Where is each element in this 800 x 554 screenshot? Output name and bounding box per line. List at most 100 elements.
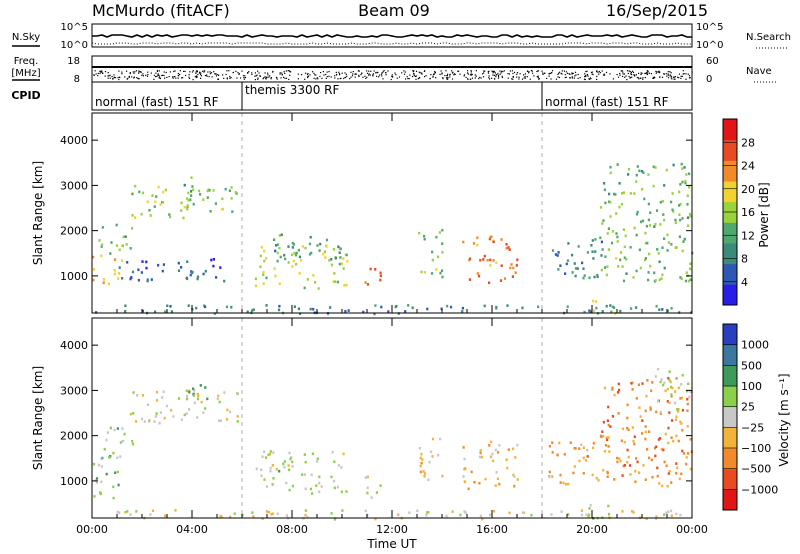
heatmap-cell	[663, 218, 666, 222]
nave-point	[235, 70, 237, 72]
heatmap-cell	[671, 386, 674, 390]
heatmap-cell	[668, 469, 671, 473]
heatmap-cell	[490, 235, 493, 238]
nave-point	[558, 72, 560, 74]
heatmap-cell	[423, 271, 426, 274]
nave-point	[217, 74, 219, 76]
heatmap-cell	[150, 278, 153, 281]
heatmap-cell	[679, 183, 682, 186]
heatmap-cell	[633, 442, 636, 446]
heatmap-cell	[521, 306, 524, 310]
nave-point	[413, 73, 415, 75]
heatmap-cell	[277, 308, 281, 312]
heatmap-cell	[689, 214, 692, 218]
heatmap-cell	[177, 397, 181, 400]
nave-point	[544, 72, 546, 74]
heatmap-cell	[654, 222, 657, 226]
heatmap-cell	[670, 395, 673, 398]
heatmap-cell	[214, 202, 217, 205]
nave-point	[603, 73, 605, 75]
nave-point	[481, 73, 484, 75]
nave-point	[339, 78, 341, 80]
heatmap-cell	[188, 408, 191, 411]
heatmap-cell	[670, 307, 673, 310]
heatmap-cell	[216, 397, 219, 401]
heatmap-cell	[484, 477, 487, 481]
nave-point	[124, 76, 126, 78]
heatmap-cell	[639, 266, 642, 270]
heatmap-cell	[323, 250, 326, 254]
heatmap-cell	[206, 397, 209, 401]
heatmap-cell	[153, 420, 156, 423]
heatmap-cell	[278, 282, 281, 285]
nave-point	[226, 78, 228, 80]
nave-point	[500, 72, 502, 74]
heatmap-cell	[431, 455, 434, 458]
nave-point	[297, 78, 299, 80]
heatmap-cell	[114, 471, 117, 474]
heatmap-cell	[592, 441, 595, 445]
nave-point	[290, 71, 292, 73]
heatmap-cell	[689, 390, 692, 393]
nave-point	[323, 74, 325, 76]
heatmap-cell	[615, 257, 618, 260]
heatmap-cell	[431, 258, 434, 262]
heatmap-cell	[621, 192, 624, 195]
heatmap-cell	[681, 217, 684, 220]
nave-point	[99, 72, 101, 75]
heatmap-cell	[626, 426, 629, 430]
nave-point	[284, 77, 286, 79]
heatmap-cell	[606, 470, 609, 474]
nave-point	[182, 77, 184, 79]
nave-point	[378, 76, 380, 78]
heatmap-cell	[92, 278, 95, 282]
nave-point	[138, 70, 140, 72]
heatmap-cell	[636, 460, 639, 464]
heatmap-cell	[663, 513, 666, 516]
heatmap-cell	[121, 427, 124, 430]
heatmap-cell	[647, 218, 650, 222]
heatmap-cell	[666, 484, 669, 488]
colorbar-swatch	[723, 263, 737, 285]
nave-point	[474, 77, 476, 79]
heatmap-cell	[666, 309, 669, 313]
heatmap-cell	[267, 453, 270, 457]
nave-point	[497, 72, 499, 75]
nave-point	[381, 72, 383, 74]
heatmap-cell	[105, 438, 108, 442]
heatmap-cell	[92, 462, 96, 466]
heatmap-cell	[638, 248, 641, 252]
heatmap-cell	[628, 464, 632, 467]
heatmap-cell	[116, 456, 119, 460]
nave-point	[459, 73, 461, 75]
nave-point	[361, 72, 363, 74]
nave-point	[494, 78, 496, 80]
heatmap-cell	[601, 222, 604, 225]
heatmap-cell	[279, 255, 282, 259]
heatmap-cell	[478, 455, 482, 459]
nave-point	[257, 77, 259, 79]
heatmap-cell	[449, 305, 453, 309]
nave-point	[135, 70, 137, 72]
heatmap-cell	[651, 381, 654, 384]
heatmap-cell	[462, 240, 465, 244]
nave-point	[536, 70, 538, 73]
heatmap-cell	[674, 390, 677, 393]
heatmap-cell	[124, 235, 127, 238]
nave-point	[195, 75, 197, 77]
nave-point	[129, 72, 131, 75]
heatmap-cell	[678, 213, 681, 216]
heatmap-cell	[330, 512, 333, 515]
nave-point	[238, 73, 240, 75]
nave-point	[661, 76, 664, 78]
heatmap-cell	[654, 375, 657, 378]
nave-point	[524, 73, 526, 75]
nave-point	[680, 75, 682, 77]
heatmap-cell	[291, 465, 294, 468]
heatmap-cell	[285, 514, 288, 517]
heatmap-cell	[686, 203, 689, 206]
heatmap-cell	[431, 437, 435, 441]
nave-point	[551, 70, 554, 72]
heatmap-cell	[619, 258, 622, 262]
nave-point	[442, 78, 444, 80]
